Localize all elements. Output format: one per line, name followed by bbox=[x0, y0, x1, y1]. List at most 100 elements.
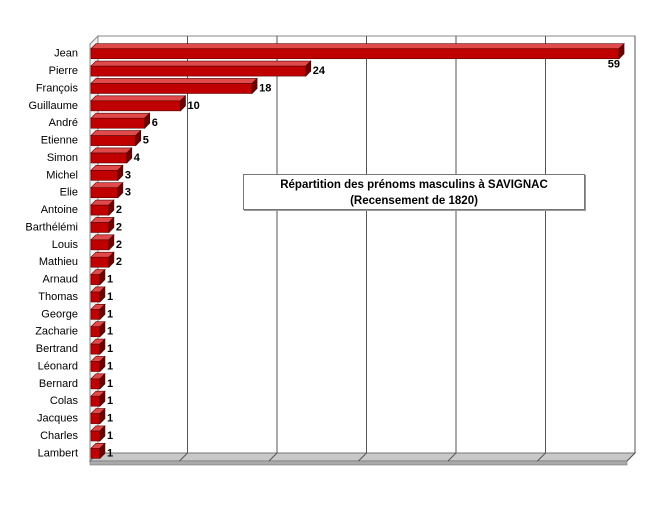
gridline-floor bbox=[626, 452, 636, 462]
category-label: Mathieu bbox=[39, 256, 78, 268]
bar-front bbox=[90, 430, 101, 442]
value-label: 1 bbox=[107, 378, 113, 390]
bar bbox=[90, 112, 151, 129]
value-label: 18 bbox=[259, 82, 271, 94]
bar-side bbox=[251, 77, 258, 95]
bar bbox=[90, 234, 115, 251]
bar-side bbox=[99, 425, 106, 442]
value-label: 3 bbox=[125, 169, 131, 181]
category-label: Louis bbox=[52, 239, 79, 251]
chart-subtitle: (Recensement de 1820) bbox=[350, 195, 478, 207]
value-label: 59 bbox=[608, 59, 620, 71]
gridline-floor bbox=[358, 452, 367, 462]
value-label: 1 bbox=[107, 274, 113, 286]
bar-front bbox=[90, 169, 119, 181]
bar-front bbox=[90, 83, 253, 94]
bar-side bbox=[135, 129, 142, 147]
bar bbox=[90, 147, 133, 164]
category-label: Bernard bbox=[39, 378, 78, 390]
value-label: 4 bbox=[134, 152, 141, 164]
value-label: 2 bbox=[116, 204, 122, 216]
category-label: Etienne bbox=[41, 135, 78, 147]
bar bbox=[90, 251, 115, 268]
bar bbox=[90, 390, 106, 407]
category-label: Léonard bbox=[38, 360, 78, 372]
category-label: Barthélémi bbox=[25, 221, 78, 233]
bar-front bbox=[90, 395, 101, 407]
category-label: Arnaud bbox=[43, 274, 78, 286]
bar-front bbox=[90, 291, 101, 303]
bar-side bbox=[108, 216, 115, 234]
floor-edge bbox=[89, 460, 628, 466]
bar-top bbox=[90, 112, 151, 119]
bar-front bbox=[90, 239, 110, 251]
bar bbox=[90, 60, 312, 77]
bar-side bbox=[618, 42, 625, 60]
bar bbox=[90, 42, 625, 60]
bar-side bbox=[99, 338, 106, 355]
bar-side bbox=[117, 164, 124, 182]
bar-front bbox=[90, 204, 110, 216]
category-label: Jacques bbox=[37, 413, 78, 425]
bar-side bbox=[99, 355, 106, 373]
value-label: 1 bbox=[107, 343, 113, 355]
bar-top bbox=[90, 164, 124, 171]
bar-top bbox=[90, 60, 312, 67]
bar-side bbox=[99, 442, 106, 460]
bar bbox=[90, 129, 142, 147]
category-label: Bertrand bbox=[36, 343, 78, 355]
category-label: Michel bbox=[46, 169, 78, 181]
bar bbox=[90, 199, 115, 216]
category-label: Antoine bbox=[41, 204, 78, 216]
category-label: Zacharie bbox=[35, 326, 78, 338]
category-label: Guillaume bbox=[28, 100, 78, 112]
gridline-floor bbox=[179, 452, 188, 462]
value-label: 24 bbox=[313, 65, 326, 77]
gridline-floor bbox=[268, 452, 278, 462]
bar bbox=[90, 442, 106, 460]
bar-side bbox=[126, 147, 133, 164]
bar-side bbox=[99, 268, 106, 286]
category-label: Thomas bbox=[38, 291, 78, 303]
bar-side bbox=[99, 373, 106, 390]
bar-side bbox=[180, 95, 186, 112]
bar-front bbox=[90, 308, 101, 320]
value-label: 1 bbox=[107, 430, 113, 442]
bar-top bbox=[90, 147, 133, 154]
chart-title-box: Répartition des prénoms masculins à SAVI… bbox=[243, 174, 585, 210]
bar-top bbox=[90, 78, 258, 84]
bar-side bbox=[117, 181, 124, 199]
bar-side bbox=[144, 112, 150, 129]
bar bbox=[90, 355, 106, 373]
category-label: Charles bbox=[40, 430, 78, 442]
bar-side bbox=[99, 407, 106, 425]
gridline-floor bbox=[537, 452, 546, 462]
bar-side bbox=[305, 60, 312, 77]
bar bbox=[90, 95, 187, 112]
bar-side bbox=[99, 303, 106, 321]
bar bbox=[90, 268, 106, 286]
category-label: Jean bbox=[54, 48, 78, 60]
bars-group bbox=[90, 42, 625, 460]
bar-front bbox=[90, 378, 101, 390]
bar-top bbox=[90, 182, 124, 188]
value-label: 1 bbox=[107, 291, 113, 303]
bar-front bbox=[90, 256, 110, 268]
bar-side bbox=[108, 199, 115, 216]
bar-front bbox=[90, 152, 128, 164]
bar bbox=[90, 338, 106, 355]
gridline-floor bbox=[447, 452, 457, 462]
bar bbox=[90, 286, 106, 303]
bar-front bbox=[90, 326, 101, 338]
bar bbox=[90, 425, 106, 442]
bar-front bbox=[90, 187, 119, 199]
bar-front bbox=[90, 413, 101, 424]
value-label: 2 bbox=[116, 221, 122, 233]
category-label: Lambert bbox=[38, 447, 78, 459]
bar bbox=[90, 373, 106, 390]
bar-top bbox=[90, 95, 187, 102]
bar-top bbox=[90, 130, 142, 136]
category-label: George bbox=[41, 308, 78, 320]
value-label: 6 bbox=[152, 117, 158, 129]
